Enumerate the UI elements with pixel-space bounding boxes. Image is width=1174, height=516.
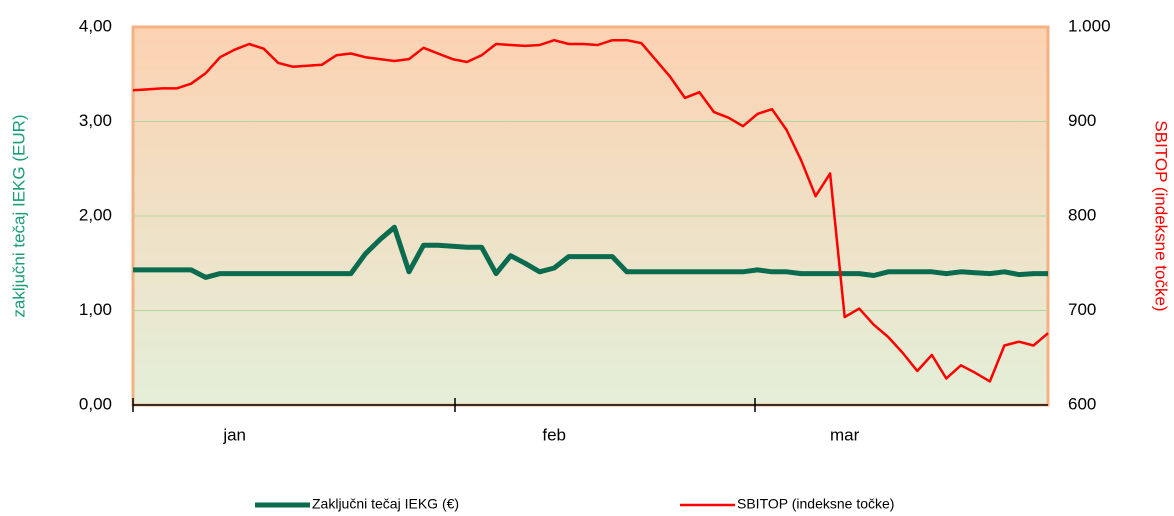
y-tick-label: 4,00 <box>79 16 112 35</box>
y2-tick-label: 800 <box>1068 205 1096 224</box>
lines <box>132 38 1049 383</box>
legend-label: Zaključni tečaj IEKG (€) <box>312 496 459 512</box>
y2-tick-label: 900 <box>1068 111 1096 130</box>
y-axis-title: zaključni tečaj IEKG (EUR) <box>9 114 28 317</box>
x-tick-label: feb <box>542 425 566 444</box>
y-tick-label: 2,00 <box>79 205 112 224</box>
y2-tick-label: 1.000 <box>1068 16 1111 35</box>
y2-axis-title: SBITOP (indeksne točke) <box>1152 120 1171 311</box>
series-line <box>132 38 1049 383</box>
y-tick-label: 0,00 <box>79 394 112 413</box>
x-tick-label: jan <box>222 425 246 444</box>
x-tick-label: mar <box>830 425 860 444</box>
y2-tick-label: 600 <box>1068 394 1096 413</box>
legend-label: SBITOP (indeksne točke) <box>737 496 894 512</box>
grid <box>133 121 1048 311</box>
y-tick-label: 3,00 <box>79 111 112 130</box>
y2-tick-label: 700 <box>1068 300 1096 319</box>
y-tick-label: 1,00 <box>79 300 112 319</box>
series-line <box>133 224 1048 280</box>
